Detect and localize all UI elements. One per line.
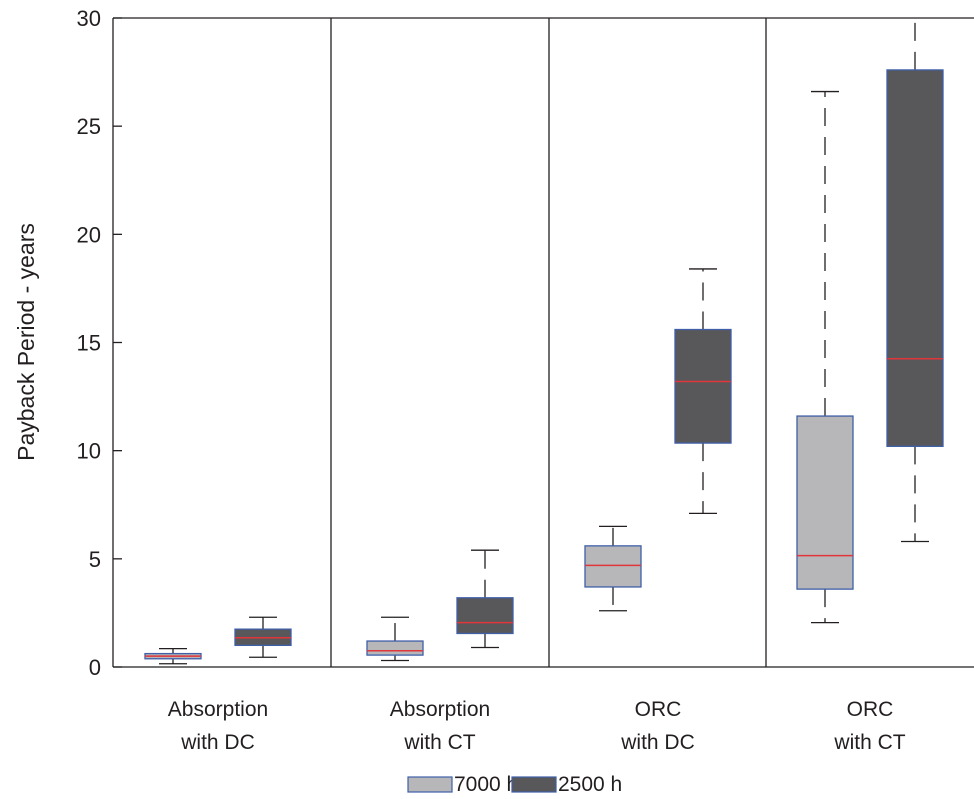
box-7000h-group-3 [584, 525, 642, 612]
y-tick-label-25: 25 [77, 114, 101, 139]
iqr-box [674, 328, 732, 444]
box-2500h-group-4 [886, 18, 944, 543]
y-tick-label-0: 0 [89, 655, 101, 680]
y-tick-label-20: 20 [77, 222, 101, 247]
box-2500h-group-3 [674, 268, 732, 515]
category-label-1-line2: with DC [180, 731, 255, 754]
y-axis: 0 5 10 15 20 25 30 [77, 6, 122, 680]
legend-label-7000h: 7000 h [454, 773, 518, 796]
category-label-2-line2: with CT [403, 731, 475, 754]
y-tick-label-5: 5 [89, 547, 101, 572]
y-axis-label: Payback Period - years [13, 223, 39, 461]
category-label-3-line2: with DC [620, 731, 695, 754]
category-label-4-line2: with CT [833, 731, 905, 754]
box-2500h-group-1 [234, 616, 292, 658]
y-tick-label-10: 10 [77, 439, 101, 464]
legend: 7000 h 2500 h [407, 773, 622, 796]
box-7000h-group-2 [366, 616, 424, 662]
y-tick-label-15: 15 [77, 331, 101, 356]
iqr-box [796, 415, 854, 590]
category-label-2-line1: Absorption [390, 698, 490, 721]
box-2500h-group-2 [456, 549, 514, 649]
iqr-box [366, 640, 424, 656]
box-7000h-group-4 [796, 90, 854, 624]
box-series [144, 18, 944, 665]
y-tick-label-30: 30 [77, 6, 101, 31]
category-label-4-line1: ORC [847, 698, 894, 721]
legend-swatch-2500h [511, 776, 557, 793]
iqr-box [584, 545, 642, 588]
legend-label-2500h: 2500 h [558, 773, 622, 796]
box-7000h-group-1 [144, 647, 202, 665]
legend-swatch-7000h [407, 776, 453, 793]
category-labels: Absorption with DC Absorption with CT ORC wit… [168, 698, 906, 754]
category-label-3-line1: ORC [635, 698, 682, 721]
category-label-1-line1: Absorption [168, 698, 268, 721]
iqr-box [886, 69, 944, 447]
iqr-box [456, 597, 514, 635]
